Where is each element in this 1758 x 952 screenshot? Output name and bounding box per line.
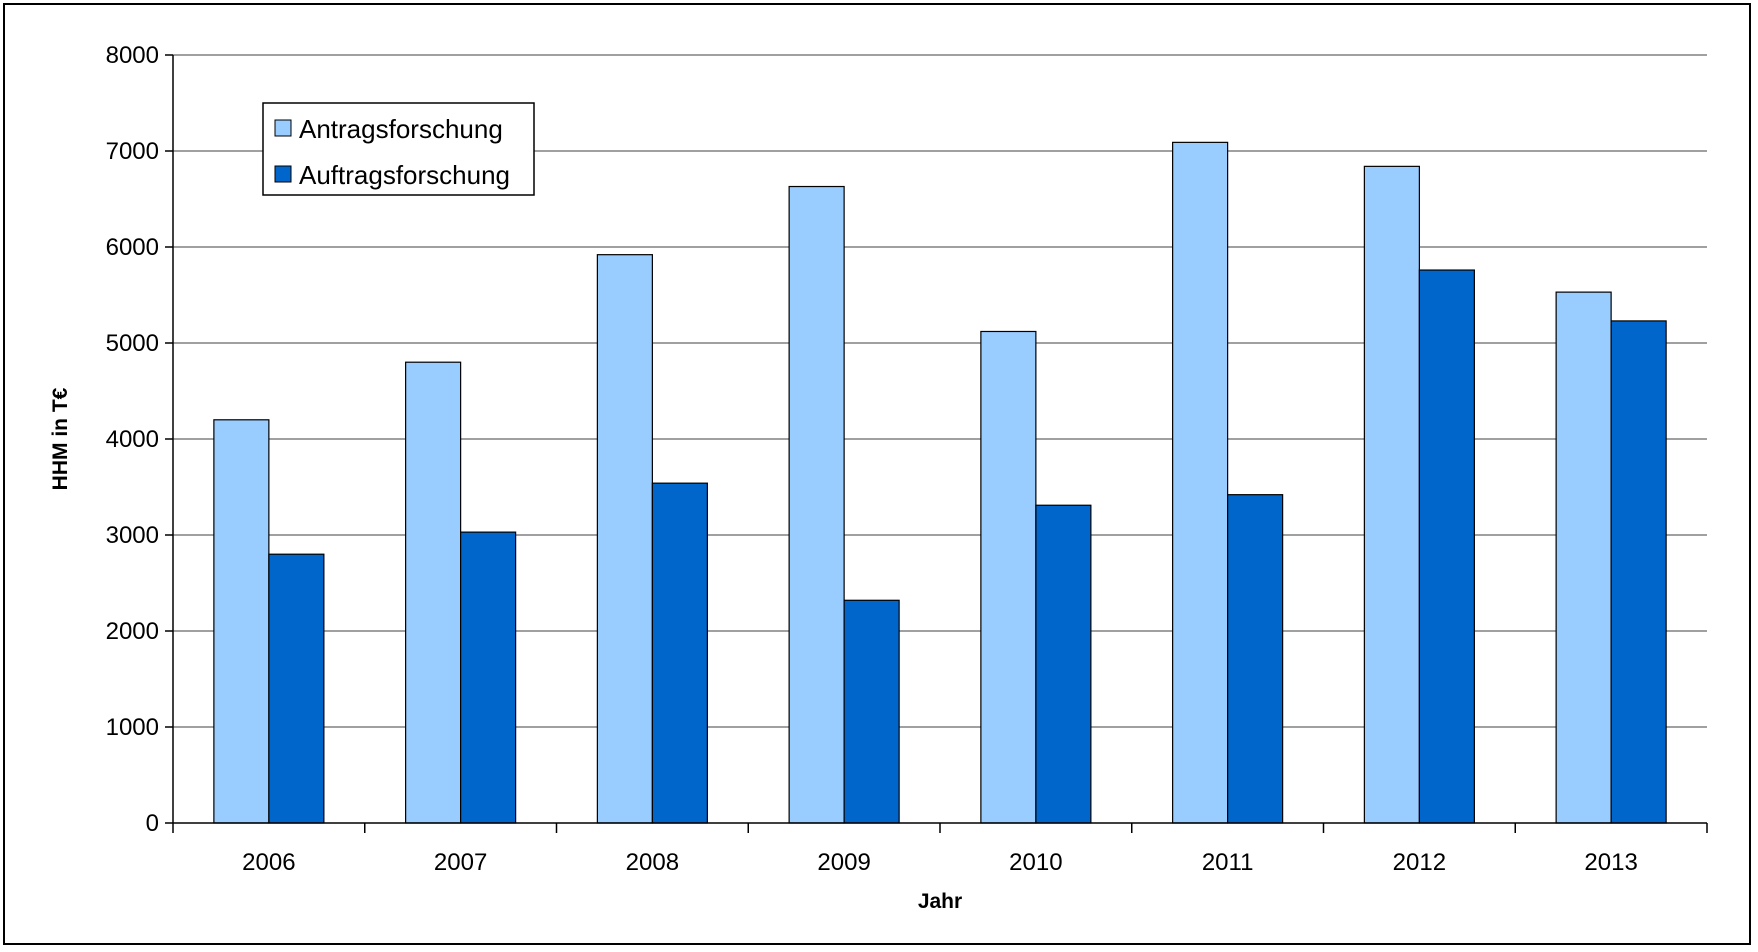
x-tick-label-2009: 2009	[817, 849, 870, 876]
y-tick-label-7000: 7000	[106, 138, 159, 165]
bar-auftragsforschung-2008	[651, 482, 708, 824]
x-tick-label-2012: 2012	[1393, 849, 1446, 876]
bar-auftragsforschung-2007	[460, 531, 517, 824]
bar-antragsforschung-2006	[213, 419, 270, 824]
y-tick-label-0: 0	[146, 810, 159, 837]
bar-chart: 0 1000 2000 3000 4000 5000 6000 7000 8000 2006 200…	[49, 42, 1708, 913]
x-tick-label-2013: 2013	[1584, 849, 1637, 876]
bar-auftragsforschung-2011	[1227, 494, 1284, 824]
y-tick-label-4000: 4000	[106, 426, 159, 453]
legend-label-antragsforschung: Antragsforschung	[299, 114, 503, 144]
x-tick-label-2011: 2011	[1202, 849, 1254, 876]
bar-auftragsforschung-2013	[1610, 320, 1667, 824]
x-tick-label-2006: 2006	[242, 849, 295, 876]
bar-auftragsforschung-2009	[843, 599, 900, 824]
y-tick-label-8000: 8000	[106, 42, 159, 69]
bar-auftragsforschung-2012	[1418, 269, 1475, 824]
bar-antragsforschung-2011	[1172, 141, 1229, 824]
bar-auftragsforschung-2006	[268, 553, 325, 824]
legend-label-auftragsforschung: Auftragsforschung	[299, 160, 510, 190]
legend-swatch-antragsforschung	[274, 119, 292, 137]
x-tick-label-2010: 2010	[1009, 849, 1062, 876]
legend-swatch-auftragsforschung	[274, 165, 292, 183]
legend-box	[262, 102, 535, 196]
bar-antragsforschung-2013	[1555, 291, 1612, 824]
bar-antragsforschung-2012	[1363, 165, 1420, 824]
bar-antragsforschung-2007	[405, 361, 462, 824]
x-axis-title: Jahr	[918, 890, 962, 913]
bar-antragsforschung-2008	[596, 254, 653, 824]
axes: 0 1000 2000 3000 4000 5000 6000 7000 8000 2006 200…	[106, 42, 1708, 876]
y-tick-label-6000: 6000	[106, 234, 159, 261]
x-tick-label-2007: 2007	[434, 849, 487, 876]
y-tick-label-5000: 5000	[106, 330, 159, 357]
y-tick-label-3000: 3000	[106, 522, 159, 549]
bar-auftragsforschung-2010	[1035, 504, 1092, 824]
y-axis-title: HHM in T€	[49, 387, 72, 490]
x-tick-label-2008: 2008	[626, 849, 679, 876]
y-tick-label-2000: 2000	[106, 618, 159, 645]
chart-frame: 0 1000 2000 3000 4000 5000 6000 7000 8000 2006 200…	[3, 3, 1751, 945]
y-tick-label-1000: 1000	[106, 714, 159, 741]
bar-antragsforschung-2010	[980, 330, 1037, 824]
bars	[213, 141, 1667, 824]
bar-antragsforschung-2009	[788, 185, 845, 824]
legend: Antragsforschung Auftragsforschung	[262, 102, 535, 196]
